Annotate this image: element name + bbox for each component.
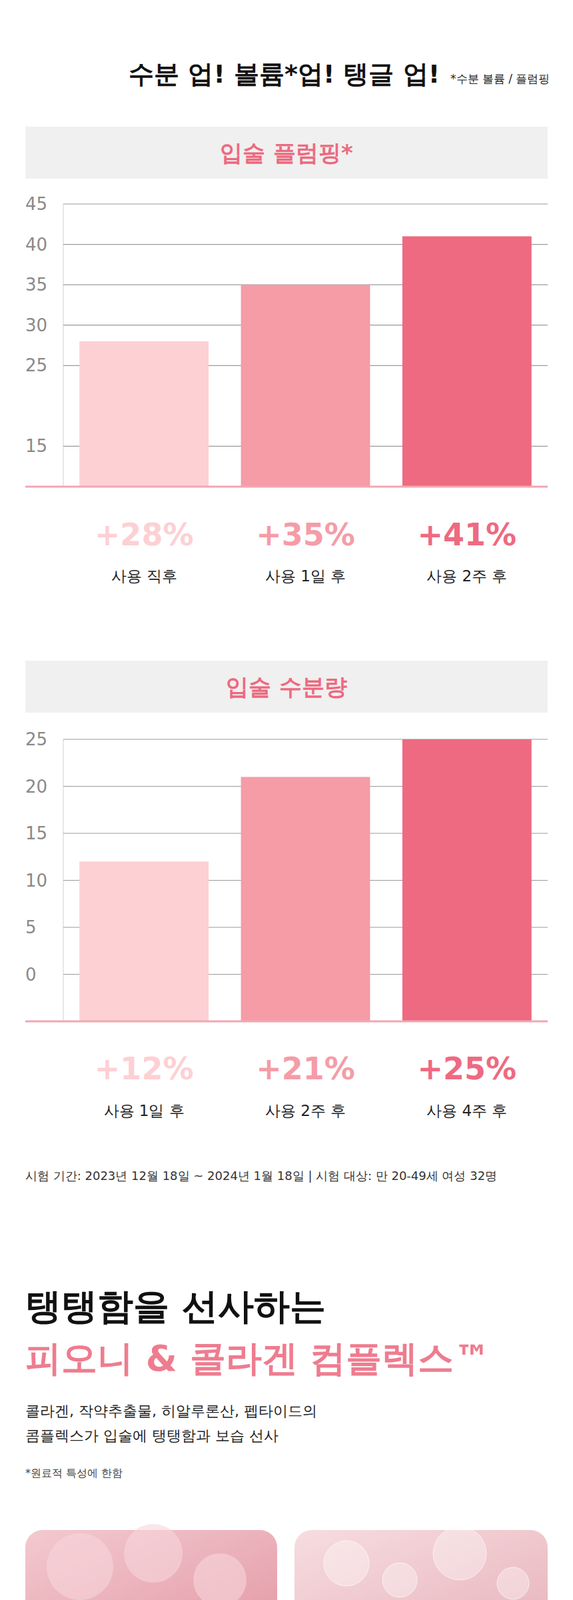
bars: [79, 235, 532, 487]
bubble-decoration: [433, 1525, 487, 1580]
bar: [402, 235, 532, 487]
bubble-decoration: [382, 1561, 418, 1597]
category-label: 사용 2주 후: [265, 1101, 346, 1119]
grid-line: [63, 203, 548, 204]
data-label: +35%: [255, 516, 356, 553]
tick-label: 25: [25, 728, 48, 749]
data-label: +25%: [417, 1050, 518, 1087]
section-heading: 탱탱함을 선사하는: [25, 1284, 326, 1327]
petal-decoration: [123, 1523, 183, 1582]
section-footnote: *원료적 특성에 한함: [25, 1465, 123, 1479]
baseline: [25, 485, 548, 488]
tick-label: 20: [25, 776, 48, 797]
petal-decoration: [193, 1552, 247, 1600]
bar: [79, 860, 209, 1021]
data-label: +28%: [94, 516, 194, 553]
bubble-decoration: [497, 1566, 530, 1599]
tick-label: 5: [25, 916, 37, 937]
category-label: 사용 2주 후: [426, 567, 508, 585]
bar: [402, 738, 532, 1021]
category-label: 사용 1일 후: [103, 1101, 185, 1119]
tick-label: 15: [25, 435, 48, 456]
section-body: 콜라겐, 작약추출물, 히알루론산, 펩타이드의: [25, 1401, 318, 1419]
header-footnote: *수분 볼륨 / 플럼핑: [450, 71, 550, 86]
title-band: [25, 126, 548, 179]
tick-label: 40: [25, 234, 48, 255]
bar: [79, 341, 209, 487]
image-bubbles: [294, 1529, 548, 1600]
bars: [79, 738, 532, 1021]
category-label: 사용 직후: [111, 567, 178, 585]
test-note: 시험 기간: 2023년 12월 18일 ~ 2024년 1월 18일 | 시험…: [25, 1167, 498, 1182]
header-title: 수분 업! 볼륨*업! 탱글 업!: [128, 59, 440, 89]
chart: 입술 수분량 0 5 10 15 20 25 +12% 사용 1일 후 +21% 사용 2주 후 +2…: [25, 660, 548, 1119]
bubble-decoration: [323, 1539, 370, 1586]
tick-label: 35: [25, 274, 48, 295]
bar: [241, 284, 371, 487]
tick-label: 45: [25, 193, 48, 214]
bar: [241, 776, 371, 1021]
petal-decoration: [46, 1532, 114, 1600]
title-band: [25, 660, 548, 713]
tick-label: 15: [25, 822, 48, 843]
baseline: [25, 1020, 548, 1023]
data-label: +12%: [94, 1050, 194, 1087]
chart-title: 입술 플럼핑*: [219, 139, 354, 166]
y-axis-line: [63, 203, 64, 487]
category-label: 사용 1일 후: [265, 567, 346, 585]
section-body: 콤플렉스가 입술에 탱탱함과 보습 선사: [25, 1426, 279, 1444]
chart-title: 입술 수분량: [225, 672, 348, 700]
tick-label: 0: [25, 964, 37, 985]
tick-label: 30: [25, 315, 48, 336]
page: 수분 업! 볼륨*업! 탱글 업! *수분 볼륨 / 플럼핑입술 플럼핑* 15 25…: [0, 0, 573, 1600]
category-label: 사용 4주 후: [426, 1101, 508, 1119]
tick-label: 25: [25, 355, 48, 376]
section-subheading: 피오니 & 콜라겐 컴플렉스™: [25, 1336, 491, 1379]
tick-label: 10: [25, 870, 48, 891]
data-label: +41%: [417, 516, 518, 553]
chart: 입술 플럼핑* 15 25 30 35 40 45 +28% 사용 직후 +35% 사용 1일 후 +…: [25, 126, 548, 585]
data-label: +21%: [255, 1050, 356, 1087]
